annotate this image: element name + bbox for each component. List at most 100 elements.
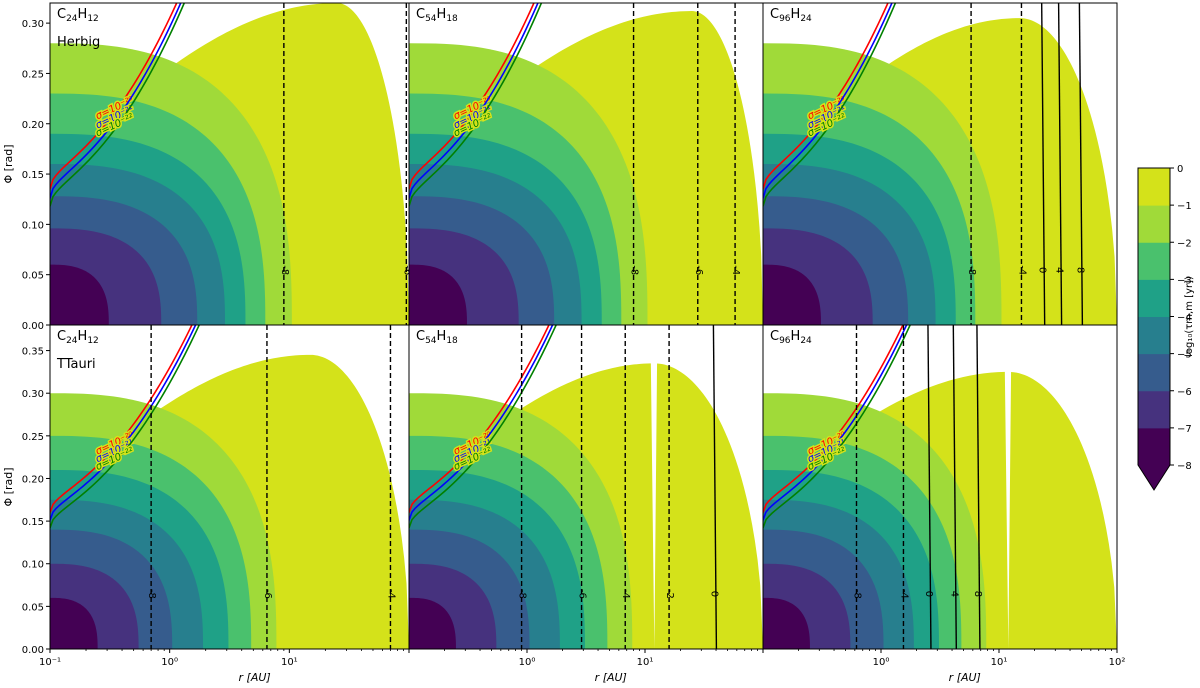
colorbar-tick-label-8: −8: [1177, 461, 1192, 472]
colorbar-segment-2: [1138, 353, 1170, 392]
panel-5-plot: σ=10⁻²⁰σ=10⁻²¹σ=10⁻²²-8 -4 0 4 8: [763, 325, 1117, 649]
panel-0-contour-label-0: -8: [279, 265, 290, 275]
panel-1-contour-label-1: -6: [693, 265, 704, 275]
panel-4-sigma-curve-0: [409, 325, 550, 513]
panel-1-plot: σ=10⁻²⁰σ=10⁻²¹σ=10⁻²²-8 -6 -4: [409, 3, 763, 325]
panel-5-xtick-label-1: 10⁰: [873, 657, 890, 668]
panel-5-sigma-curve-1: [763, 325, 908, 521]
colorbar-segment-3: [1138, 316, 1170, 355]
panel-0-level-1: [50, 264, 109, 325]
colorbar-tick-label-6: −6: [1177, 387, 1192, 398]
panel-3-ytick-label-7: 0.35: [22, 347, 44, 358]
panel-5-xtick-label-2: 10¹: [991, 657, 1008, 668]
panel-4-molecule: C54H18: [416, 329, 458, 346]
panel-5-contour-label-4: 8: [972, 591, 983, 597]
panel-0-ytick-label-0: 0.00: [22, 321, 44, 332]
panel-2-contour-label-4: 8: [1074, 267, 1085, 273]
panel-4-sigma-curve-1: [409, 325, 554, 521]
colorbar-tick-label-4: −4: [1177, 313, 1192, 324]
panel-2-plot: σ=10⁻²⁰σ=10⁻²¹σ=10⁻²²-8 -4 0 4 8: [763, 3, 1117, 325]
panel-0-ylabel: Φ [rad]: [2, 145, 15, 184]
panel-1-sigma-curve-0: [409, 3, 535, 190]
panel-3-ytick-label-5: 0.25: [22, 432, 44, 443]
panel-0-ytick-label-3: 0.15: [22, 170, 44, 181]
panel-3-xlabel: r [AU]: [239, 671, 271, 684]
colorbar-tick-label-7: −7: [1177, 424, 1192, 435]
panel-2-sigma-curve-0: [763, 3, 889, 190]
panel-2-contour-label-0: -8: [966, 265, 977, 275]
panel-4-contour-label-4: 0: [708, 591, 719, 597]
panel-0-label: Herbig: [57, 35, 100, 50]
colorbar-segment-7: [1138, 168, 1170, 206]
panel-5-contour-4: [976, 325, 981, 649]
panel-3-ylabel: Φ [rad]: [2, 468, 15, 507]
panel-3-ytick-label-3: 0.15: [22, 517, 44, 528]
panel-5-contour-3: [952, 325, 958, 649]
panel-3-label: TTauri: [56, 357, 96, 372]
colorbar-segment-0: [1138, 427, 1170, 466]
panel-3-level-1: [50, 597, 98, 649]
panel-4-xtick-label-1: 10⁰: [519, 657, 536, 668]
panel-2-level-1: [763, 264, 821, 325]
panel-4-contour-label-2: -4: [620, 589, 631, 599]
panel-1-sigma-curve-1: [409, 3, 539, 199]
panel-0-ytick-label-6: 0.30: [22, 19, 44, 30]
panel-2-contour-4: [1078, 3, 1084, 325]
panel-1-contour-label-2: -4: [730, 265, 741, 275]
panel-0-molecule: C24H12: [57, 7, 99, 24]
panel-3-sigma-curve-1: [50, 325, 197, 521]
panel-2-contour-3: [1057, 3, 1063, 325]
colorbar-tick-label-3: −3: [1177, 275, 1192, 286]
panel-0-ytick-label-5: 0.25: [22, 69, 44, 80]
panel-3-ytick-label-4: 0.20: [22, 474, 44, 485]
panel-5-molecule: C96H24: [770, 329, 812, 346]
panel-5-contour-label-2: 0: [923, 591, 934, 597]
panel-3-contour-label-2: -4: [385, 589, 396, 599]
panel-2-contour-label-2: 0: [1037, 267, 1048, 273]
panel-5-sigma-curve-0: [763, 325, 904, 513]
colorbar-extend-min: [1138, 465, 1170, 490]
panel-4-contour-label-3: -2: [664, 589, 675, 599]
panel-1-level-1: [409, 264, 467, 325]
panel-5-xlabel: r [AU]: [949, 671, 981, 684]
panel-4-level-1: [409, 597, 456, 649]
colorbar-tick-label-2: −2: [1177, 238, 1192, 249]
panel-0-plot: σ=10⁻²⁰σ=10⁻²¹σ=10⁻²²-8 -6: [50, 3, 409, 325]
panel-3-ytick-label-6: 0.30: [22, 389, 44, 400]
panel-3-ytick-label-0: 0.00: [22, 645, 44, 656]
panel-4-contour-4: [712, 325, 718, 649]
panel-2-contour-2: [1040, 3, 1046, 325]
panel-0-sigma-curve-0: [50, 3, 178, 190]
colorbar-segment-1: [1138, 390, 1170, 429]
panel-3-contour-label-0: -8: [146, 589, 157, 599]
panel-1-molecule: C54H18: [416, 7, 458, 24]
panel-3-molecule: C24H12: [57, 329, 99, 346]
panel-3-sigma-curve-2: [50, 325, 201, 529]
panel-3-plot: σ=10⁻²⁰σ=10⁻²¹σ=10⁻²²-8 -6 -4: [50, 325, 409, 649]
colorbar-tick-label-5: −5: [1177, 350, 1192, 361]
panel-4-sigma-curve-2: [409, 325, 558, 529]
colorbar-tick-label-1: −1: [1177, 201, 1192, 212]
panel-2-contour-label-3: 4: [1054, 267, 1065, 273]
panel-5-contour-label-3: 4: [948, 591, 959, 597]
panel-0-sigma-curve-2: [50, 3, 186, 207]
panel-0-ytick-label-4: 0.20: [22, 120, 44, 131]
panel-5-frame: [762, 324, 1118, 650]
panel-3-contour-label-1: -6: [262, 589, 273, 599]
panel-0-ytick-label-2: 0.10: [22, 220, 44, 231]
panel-3-ytick-label-1: 0.05: [22, 602, 44, 613]
colorbar-segment-6: [1138, 205, 1170, 243]
panel-2-sigma-curve-1: [763, 3, 893, 199]
colorbar-tick-label-0: 0: [1177, 164, 1183, 175]
panel-5-sigma-curve-2: [763, 325, 912, 529]
panel-3-sigma-curve-0: [50, 325, 193, 513]
panel-1-contour-label-0: -8: [629, 265, 640, 275]
panel-5-contour-2: [927, 325, 932, 649]
colorbar-segment-5: [1138, 242, 1170, 280]
panel-3-ytick-label-2: 0.10: [22, 560, 44, 571]
colorbar-segment-4: [1138, 279, 1170, 317]
panel-2-contour-label-1: -4: [1016, 265, 1027, 275]
panel-2-molecule: C96H24: [770, 7, 812, 24]
